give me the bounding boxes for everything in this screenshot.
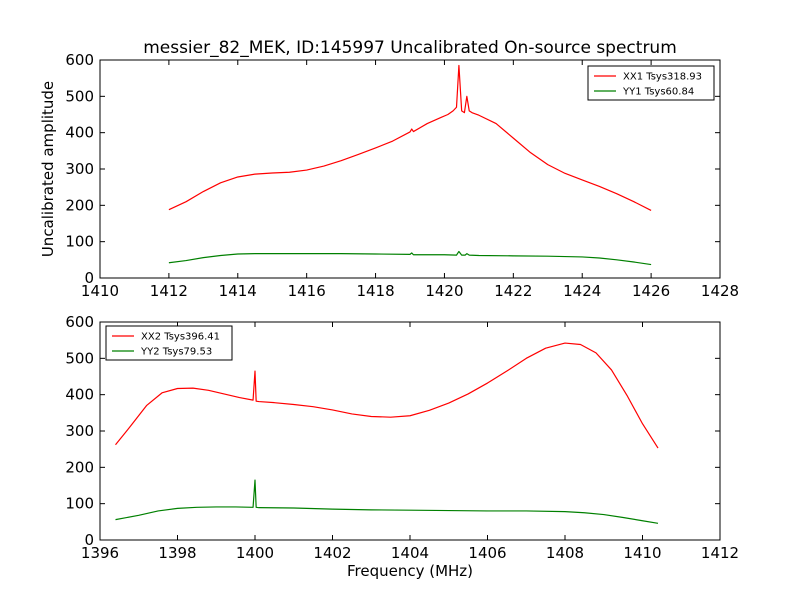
y-tick-label: 100 bbox=[65, 495, 94, 513]
y-tick-label: 0 bbox=[84, 531, 94, 549]
legend-box bbox=[587, 65, 715, 101]
y-tick-label: 500 bbox=[65, 349, 94, 367]
x-tick-label: 1422 bbox=[494, 282, 532, 300]
legend: XX1 Tsys318.93 YY1 Tsys60.84 bbox=[587, 65, 715, 101]
x-tick-label: 1426 bbox=[632, 282, 670, 300]
legend-label: YY2 Tsys79.53 bbox=[140, 347, 212, 358]
series-line-1-1 bbox=[168, 64, 652, 211]
x-tick-label: 1400 bbox=[236, 544, 274, 562]
x-tick-label: 1408 bbox=[546, 544, 584, 562]
y-tick-label: 600 bbox=[65, 313, 94, 331]
x-tick-label: 1404 bbox=[391, 544, 429, 562]
series-line-2-1 bbox=[115, 342, 659, 449]
x-tick-label: 1420 bbox=[425, 282, 463, 300]
x-tick-label: 1406 bbox=[468, 544, 506, 562]
legend: XX2 Tsys396.41 YY2 Tsys79.53 bbox=[105, 325, 233, 361]
legend-label: XX1 Tsys318.93 bbox=[623, 72, 702, 83]
x-tick-label: 1418 bbox=[356, 282, 394, 300]
x-tick-label: 1428 bbox=[701, 282, 739, 300]
x-tick-label: 1424 bbox=[563, 282, 601, 300]
x-tick-label: 1398 bbox=[158, 544, 196, 562]
y-tick-label: 200 bbox=[65, 458, 94, 476]
chart-panel-1: 1410 1412 1414 1416 1418 1420 1422 1424 1426 1428… bbox=[39, 38, 739, 300]
y-axis-label: Uncalibrated amplitude bbox=[39, 81, 57, 257]
x-tick-label: 1414 bbox=[219, 282, 257, 300]
y-tick-label: 400 bbox=[65, 386, 94, 404]
y-tick-label: 300 bbox=[65, 160, 94, 178]
x-tick-label: 1402 bbox=[313, 544, 351, 562]
series-line-1-2 bbox=[168, 250, 652, 266]
x-tick-label: 1412 bbox=[701, 544, 739, 562]
x-tick-label: 1396 bbox=[81, 544, 119, 562]
chart-title: messier_82_MEK, ID:145997 Uncalibrated O… bbox=[143, 38, 677, 58]
x-tick-label: 1410 bbox=[623, 544, 661, 562]
x-tick-label: 1416 bbox=[288, 282, 326, 300]
y-tick-label: 600 bbox=[65, 51, 94, 69]
x-tick-label: 1412 bbox=[150, 282, 188, 300]
y-tick-label: 200 bbox=[65, 196, 94, 214]
y-tick-label: 300 bbox=[65, 422, 94, 440]
legend-box bbox=[105, 325, 233, 361]
y-tick-label: 400 bbox=[65, 124, 94, 142]
legend-label: XX2 Tsys396.41 bbox=[141, 332, 220, 343]
series-line-2-2 bbox=[115, 479, 659, 524]
x-tick-label: 1410 bbox=[81, 282, 119, 300]
y-tick-label: 500 bbox=[65, 87, 94, 105]
x-axis-label: Frequency (MHz) bbox=[347, 562, 473, 580]
legend-label: YY1 Tsys60.84 bbox=[622, 87, 694, 98]
y-tick-label: 100 bbox=[65, 233, 94, 251]
y-tick-label: 0 bbox=[84, 269, 94, 287]
chart-panel-2: 1396 1398 1400 1402 1404 1406 1408 1410 1412 0 100… bbox=[65, 313, 739, 580]
